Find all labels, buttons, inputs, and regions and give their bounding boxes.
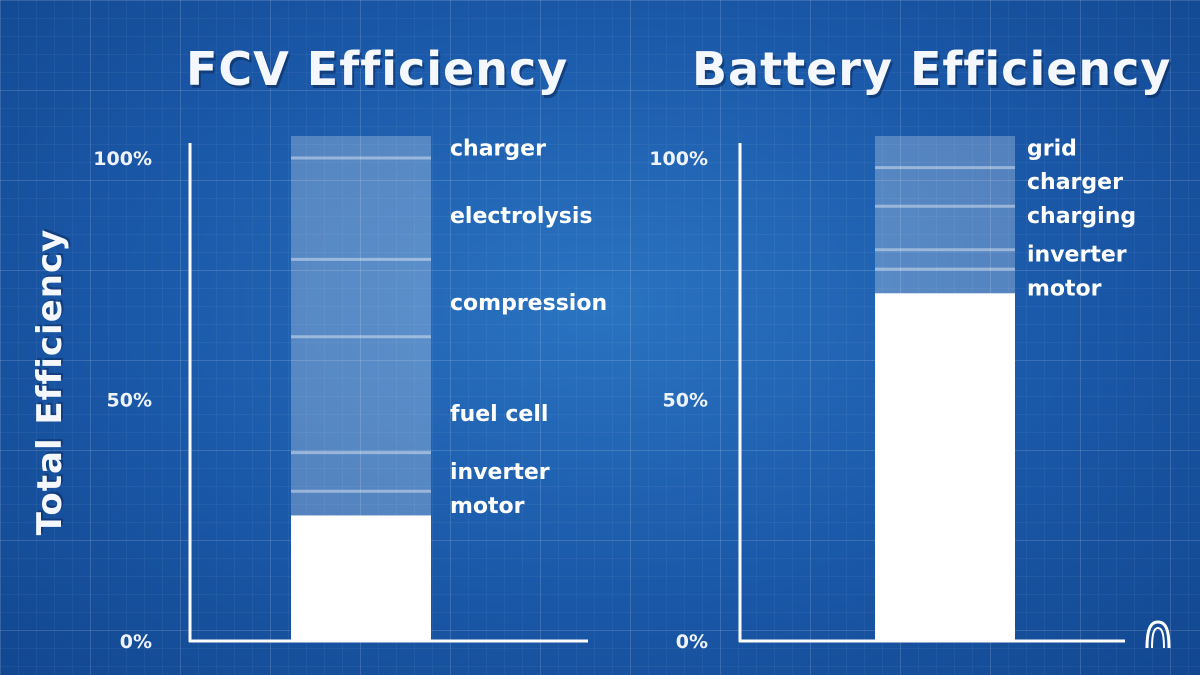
chart-title-fcv: FCV Efficiency (186, 42, 569, 96)
loss-column-fcv (291, 136, 431, 516)
stage-label-fcv: compression (450, 291, 607, 316)
y-tick-label-fcv: 50% (107, 390, 152, 412)
stage-label-fcv: motor (450, 494, 525, 519)
y-tick-label-battery: 50% (663, 390, 708, 412)
efficiency-bar-battery (875, 293, 1015, 641)
y-tick-label-fcv: 0% (120, 631, 152, 653)
stage-label-fcv: fuel cell (450, 402, 548, 427)
stage-label-battery: inverter (1027, 243, 1127, 268)
stage-label-battery: charger (1027, 170, 1123, 195)
chart-title-battery: Battery Efficiency (692, 42, 1172, 96)
stage-label-fcv: charger (450, 136, 546, 161)
stage-label-fcv: electrolysis (450, 204, 593, 229)
stage-label-battery: motor (1027, 276, 1102, 301)
y-tick-label-battery: 100% (649, 148, 708, 170)
arch-logo-icon (1145, 620, 1171, 649)
y-tick-label-fcv: 100% (93, 148, 152, 170)
stage-label-fcv: inverter (450, 460, 550, 485)
y-tick-label-battery: 0% (676, 631, 708, 653)
loss-column-battery (875, 136, 1015, 294)
stage-label-battery: grid (1027, 136, 1077, 161)
efficiency-bar-fcv (291, 515, 431, 641)
stage-label-battery: charging (1027, 204, 1136, 229)
